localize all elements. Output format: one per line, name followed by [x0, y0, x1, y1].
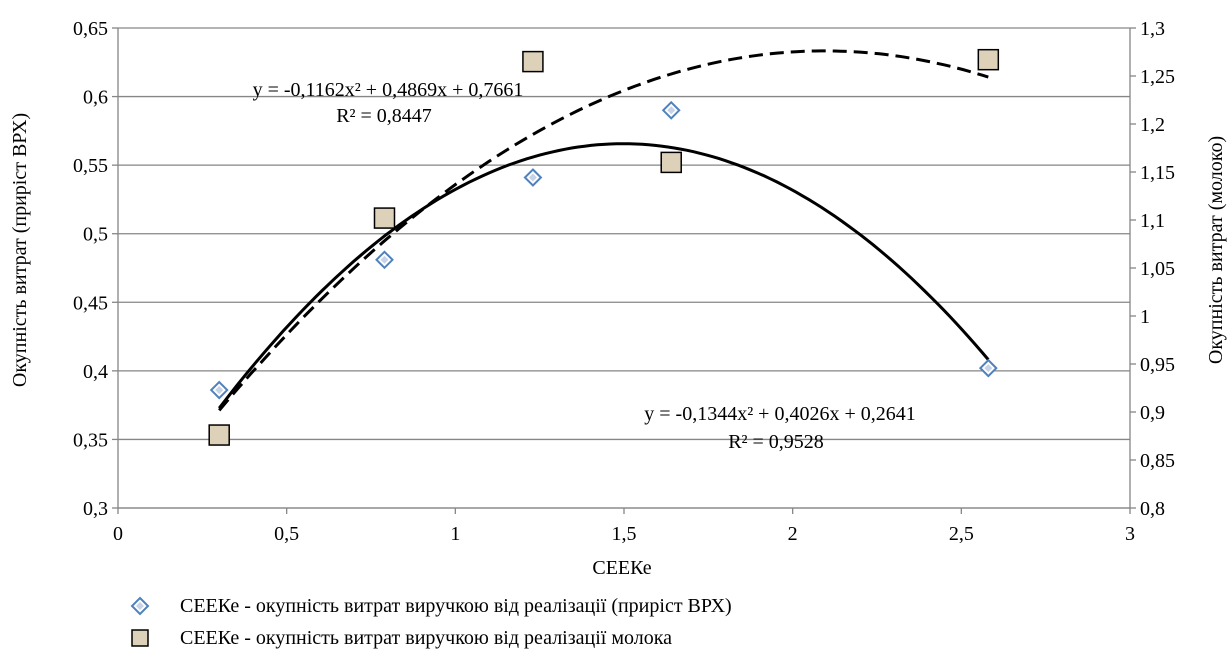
data-point-cattle-inner: [667, 106, 676, 115]
y-right-tick-label: 0,9: [1140, 402, 1165, 424]
x-tick-label: 1,5: [612, 523, 637, 545]
y-left-tick-label: 0,3: [83, 498, 108, 520]
equation-cattle: y = -0,1344x² + 0,4026x + 0,2641: [644, 403, 916, 425]
legend: СЕЕКе - окупність витрат виручкою від ре…: [130, 590, 1130, 654]
data-point-cattle-inner: [380, 255, 389, 264]
data-point-milk: [522, 50, 544, 73]
y-right-tick-label: 1,15: [1140, 162, 1175, 184]
legend-label-cattle: СЕЕКе - окупність витрат виручкою від ре…: [180, 594, 732, 617]
x-tick-label: 0: [113, 523, 123, 545]
y-left-tick-label: 0,55: [73, 155, 108, 177]
data-point-cattle-inner: [984, 364, 993, 373]
y-left-tick-label: 0,4: [83, 361, 108, 383]
y-left-tick-label: 0,5: [83, 224, 108, 246]
data-point-milk: [660, 151, 682, 174]
data-point-milk: [208, 424, 230, 446]
chart: 0,3 0,35 0,4 0,45 0,5 0,55 0,6 0,65 0,8 0,85 0,9 0,…: [9, 18, 1227, 579]
data-points: [208, 48, 1000, 446]
y-left-axis-title: Окупність витрат (приріст ВРХ): [9, 113, 31, 387]
x-tick-label: 3: [1125, 523, 1135, 545]
y-left-tick-label: 0,65: [73, 18, 108, 40]
legend-label-milk: СЕЕКе - окупність витрат виручкою від ре…: [180, 626, 672, 649]
data-point-cattle-inner: [528, 173, 537, 182]
y-left-tick-label: 0,6: [83, 87, 108, 109]
x-tick-label: 2: [788, 523, 798, 545]
trendlines: [218, 49, 990, 412]
r2-milk: R² = 0,8447: [336, 105, 432, 127]
diamond-marker-icon: [130, 596, 164, 616]
y-right-axis-title: Окупність витрат (молоко): [1205, 136, 1227, 364]
legend-item-milk: СЕЕКе - окупність витрат виручкою від ре…: [130, 622, 1130, 654]
y-right-tick-label: 1,05: [1140, 258, 1175, 280]
trendline-cattle: [218, 142, 990, 410]
legend-item-cattle: СЕЕКе - окупність витрат виручкою від ре…: [130, 590, 1130, 622]
square-marker-icon: [130, 628, 164, 648]
trendline-milk: [218, 49, 989, 412]
x-axis-title: СЕЕКе: [592, 557, 651, 579]
equation-milk: y = -0,1162x² + 0,4869x + 0,7661: [253, 79, 524, 101]
y-right-tick-label: 1,25: [1140, 66, 1175, 88]
x-tick-label: 0,5: [274, 523, 299, 545]
y-right-tick-label: 1,2: [1140, 114, 1165, 136]
y-right-tick-label: 1,3: [1140, 18, 1165, 40]
axes: [112, 27, 1136, 514]
tick-labels: 0,3 0,35 0,4 0,45 0,5 0,55 0,6 0,65 0,8 0,85 0,9 0,…: [73, 18, 1175, 545]
data-point-cattle-inner: [215, 386, 224, 395]
y-right-tick-label: 0,85: [1140, 450, 1175, 472]
x-tick-label: 1: [450, 523, 460, 545]
y-right-tick-label: 1,1: [1140, 210, 1165, 232]
x-tick-label: 2,5: [949, 523, 974, 545]
y-left-tick-label: 0,35: [73, 429, 108, 451]
y-right-tick-label: 0,95: [1140, 354, 1175, 376]
r2-cattle: R² = 0,9528: [728, 431, 824, 453]
y-right-tick-label: 0,8: [1140, 498, 1165, 520]
y-left-tick-label: 0,45: [73, 292, 108, 314]
gridlines: [118, 27, 1130, 509]
data-point-milk: [977, 48, 1000, 71]
y-right-tick-label: 1: [1140, 306, 1150, 328]
data-point-milk: [373, 207, 396, 229]
